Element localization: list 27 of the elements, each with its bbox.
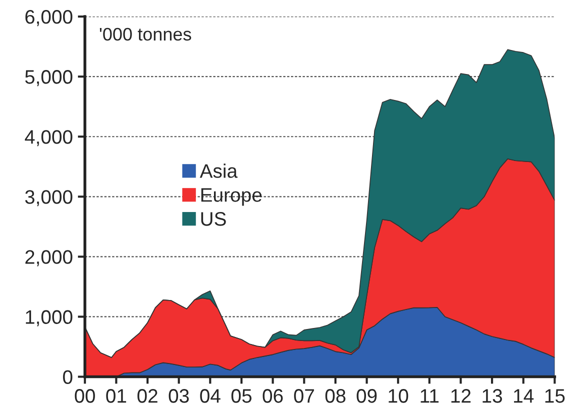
x-tick-label: 04: [200, 389, 220, 403]
x-tick-label: 13: [482, 389, 502, 403]
x-tick-label: 00: [74, 389, 95, 403]
x-tick-label: 10: [388, 389, 408, 403]
legend-label: Europe: [201, 188, 262, 206]
x-tick-label: 11: [420, 389, 439, 403]
x-tick-label: 05: [231, 389, 252, 403]
y-tick-label: 0: [63, 370, 72, 384]
y-tick-label: 2,000: [25, 250, 72, 266]
x-tick-label: 06: [262, 389, 283, 403]
annotation: '000 tonnes: [100, 28, 192, 41]
y-tick-label: 3,000: [25, 190, 72, 206]
x-tick-label: 14: [514, 389, 534, 403]
y-tick-label: 4,000: [24, 130, 72, 146]
x-tick-label: 07: [294, 389, 314, 403]
x-tick-label: 12: [451, 389, 471, 403]
x-tick-label: 03: [168, 389, 189, 403]
legend-label: Asia: [200, 164, 238, 178]
x-tick-label: 09: [356, 389, 377, 403]
legend-label: US: [201, 212, 226, 226]
y-tick-label: 6,000: [25, 10, 72, 26]
x-tick-label: 15: [545, 389, 565, 403]
y-tick-label: 1,000: [26, 310, 72, 326]
y-tick-label: 5,000: [25, 70, 72, 86]
x-tick-label: 02: [137, 389, 158, 403]
x-tick-label: 01: [106, 389, 126, 403]
x-tick-label: 08: [325, 389, 346, 403]
